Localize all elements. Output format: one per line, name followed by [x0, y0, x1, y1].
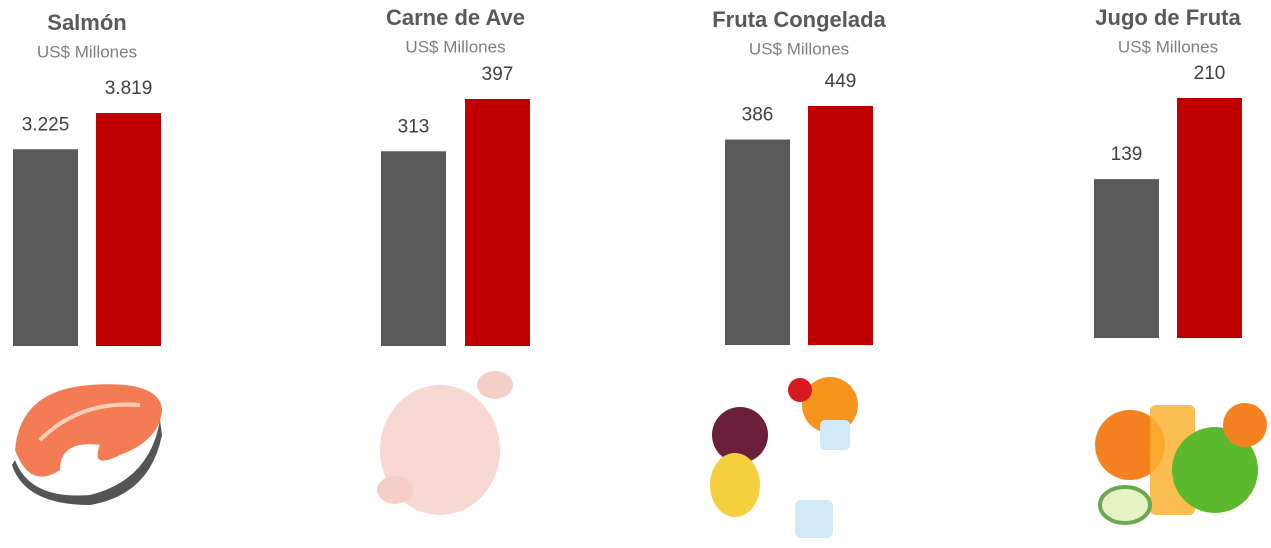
chart-subtitle: US$ Millones — [749, 39, 849, 58]
bar — [808, 106, 873, 345]
value-label: 397 — [482, 64, 514, 85]
chart-title: Salmón — [47, 10, 126, 35]
bar — [1094, 179, 1159, 338]
value-label: 386 — [742, 105, 774, 126]
chart-subtitle: US$ Millones — [1118, 37, 1218, 56]
value-label: 449 — [825, 71, 857, 92]
bar — [381, 151, 446, 346]
chart-title: Fruta Congelada — [712, 7, 886, 32]
value-label: 313 — [398, 116, 430, 137]
bar — [1177, 98, 1242, 338]
bar — [465, 99, 530, 346]
chicken-icon — [377, 371, 513, 515]
value-label: 3.819 — [105, 78, 153, 99]
bar — [96, 113, 161, 346]
salmon-icon — [12, 384, 162, 505]
chart-title: Carne de Ave — [386, 5, 525, 30]
chart-subtitle: US$ Millones — [37, 42, 137, 61]
value-label: 210 — [1194, 63, 1226, 84]
juice-icon — [1095, 403, 1267, 525]
bar — [725, 139, 790, 345]
bar — [13, 149, 78, 346]
value-label: 139 — [1111, 144, 1143, 165]
frozen-fruit-icon — [710, 377, 858, 538]
value-label: 3.225 — [22, 114, 70, 135]
chart-title: Jugo de Fruta — [1095, 5, 1241, 30]
chart-subtitle: US$ Millones — [405, 37, 505, 56]
